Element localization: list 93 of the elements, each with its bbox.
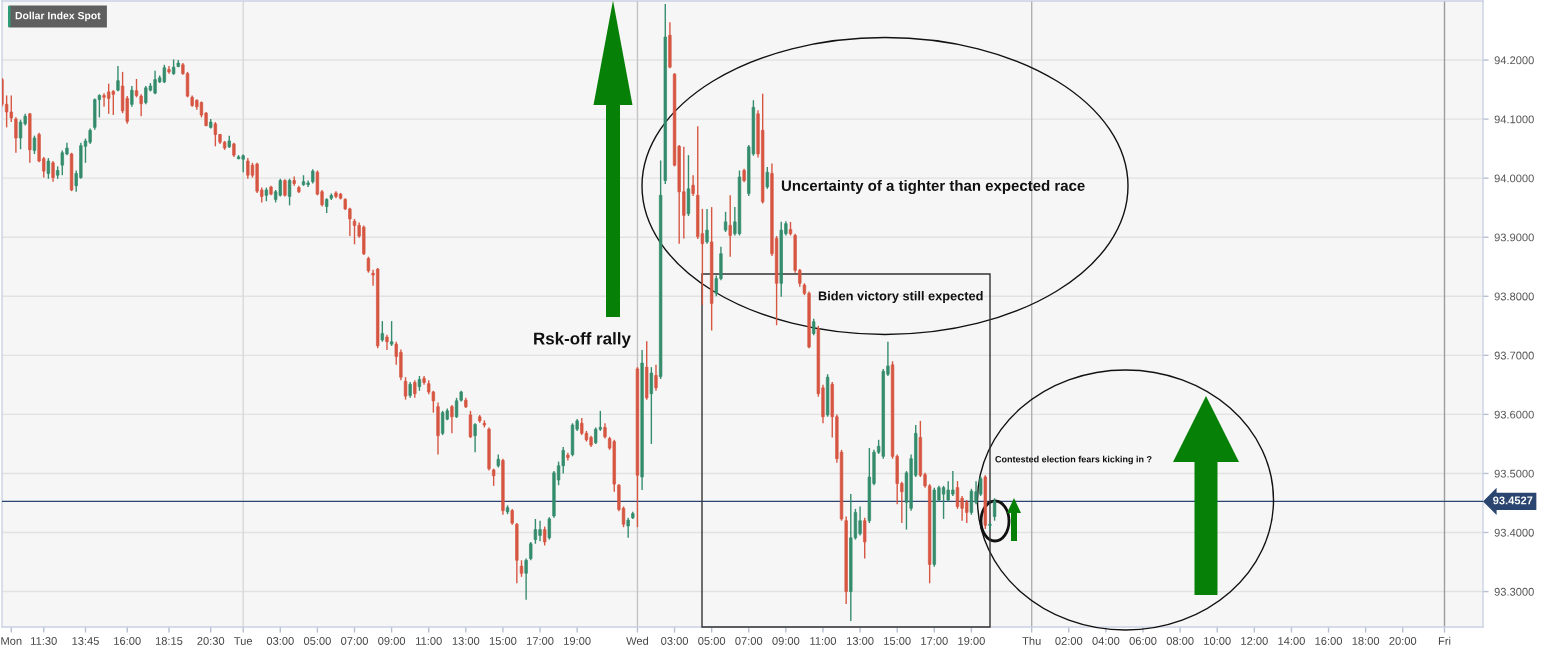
x-tick-label: Tue bbox=[234, 637, 253, 645]
candlestick bbox=[547, 516, 551, 541]
annotation: Contested election fears kicking in ? bbox=[995, 455, 1152, 465]
candlestick bbox=[51, 160, 55, 183]
candlestick bbox=[941, 485, 946, 520]
candlestick bbox=[389, 320, 394, 347]
x-tick-label: 16:00 bbox=[1315, 637, 1343, 645]
text: Dollar Index Spot bbox=[15, 11, 101, 22]
candlestick bbox=[649, 366, 654, 445]
x-tick-label: 05:00 bbox=[303, 637, 331, 645]
x-tick-label: 13:45 bbox=[72, 637, 99, 645]
candlestick bbox=[116, 65, 120, 93]
x-tick-label: Thu bbox=[1022, 636, 1041, 645]
y-tick-label: 93.8000 bbox=[1494, 292, 1534, 301]
x-tick-label: 18:00 bbox=[1352, 637, 1380, 645]
annotation: Biden victory still expected bbox=[818, 291, 983, 303]
candlestick bbox=[380, 320, 384, 343]
candlestick bbox=[213, 121, 218, 147]
candlestick bbox=[130, 85, 134, 108]
x-tick-label: Mon bbox=[1, 637, 22, 645]
candlestick bbox=[246, 157, 250, 180]
candlestick bbox=[403, 376, 408, 401]
candlestick bbox=[955, 480, 960, 510]
candlestick bbox=[139, 93, 143, 117]
x-tick-label: 15:00 bbox=[884, 637, 911, 645]
candlestick bbox=[728, 194, 732, 258]
candlestick bbox=[524, 557, 528, 601]
x-tick-label: 19:00 bbox=[564, 637, 591, 645]
y-tick-label: 93.5000 bbox=[1494, 469, 1534, 478]
candlestick bbox=[988, 522, 992, 531]
x-tick-label: 13:00 bbox=[847, 637, 874, 645]
y-tick-label: 93.7000 bbox=[1494, 351, 1534, 360]
x-tick-label: 03:00 bbox=[266, 637, 294, 645]
candlestick bbox=[440, 410, 445, 436]
x-tick-label: 02:00 bbox=[1055, 637, 1083, 645]
candlestick bbox=[352, 218, 357, 246]
x-tick-label: 19:00 bbox=[958, 637, 985, 645]
x-tick-label: 12:00 bbox=[1241, 637, 1268, 645]
candlestick bbox=[241, 153, 245, 173]
annotation: Rsk-off rally bbox=[534, 332, 631, 348]
x-tick-label: 15:00 bbox=[489, 637, 517, 645]
candlestick bbox=[863, 517, 867, 560]
x-tick-label: 09:00 bbox=[772, 637, 800, 645]
y-tick-label: 94.2000 bbox=[1494, 56, 1534, 65]
y-tick-label: 94.1000 bbox=[1494, 115, 1534, 124]
x-tick-label: 16:00 bbox=[114, 637, 141, 645]
x-tick-label: 10:00 bbox=[1204, 637, 1231, 645]
x-tick-label: 03:00 bbox=[661, 637, 689, 645]
candlestick bbox=[533, 518, 538, 545]
x-tick-label: 17:00 bbox=[526, 637, 554, 645]
candlestick bbox=[450, 404, 454, 434]
x-tick-label: 11:00 bbox=[416, 637, 442, 645]
x-tick-label: 06:00 bbox=[1129, 637, 1157, 645]
x-tick-label: 18:15 bbox=[155, 637, 183, 645]
candlestick bbox=[626, 517, 630, 539]
y-tick-label: 93.4000 bbox=[1494, 528, 1534, 537]
ref-line-label: 93.4527 bbox=[1493, 496, 1533, 505]
candlestick bbox=[543, 525, 547, 547]
x-tick-label: 07:00 bbox=[341, 637, 368, 645]
y-tick-label: 94.0000 bbox=[1494, 174, 1534, 183]
x-tick-label: 14:00 bbox=[1278, 637, 1305, 645]
candlestick bbox=[473, 422, 477, 453]
candlestick bbox=[144, 85, 148, 106]
x-tick-label: 17:00 bbox=[921, 637, 948, 645]
x-tick-label: 04:00 bbox=[1092, 637, 1120, 645]
candlestick bbox=[468, 410, 473, 439]
x-tick-label: 20:00 bbox=[1389, 637, 1417, 645]
y-tick-label: 93.6000 bbox=[1494, 410, 1534, 419]
y-tick-label: 93.9000 bbox=[1494, 233, 1534, 242]
candlestick bbox=[46, 157, 51, 180]
x-tick-label: 05:00 bbox=[698, 637, 726, 645]
x-tick-label: 13:00 bbox=[452, 637, 480, 645]
x-tick-label: 08:00 bbox=[1166, 637, 1194, 645]
candlestick bbox=[992, 497, 997, 522]
x-tick-label: 11:30 bbox=[31, 637, 57, 645]
candlestick bbox=[529, 541, 533, 561]
candlestick bbox=[969, 488, 974, 516]
candlestick bbox=[287, 178, 292, 207]
x-tick-label: 20:30 bbox=[197, 637, 225, 645]
x-tick-label: Fri bbox=[1438, 636, 1451, 645]
x-tick-label: 09:00 bbox=[378, 637, 406, 645]
candlestick bbox=[111, 89, 115, 116]
candlestick bbox=[32, 134, 37, 155]
candlestick bbox=[723, 211, 728, 233]
annotation: Uncertainty of a tighter than expected race bbox=[781, 179, 1085, 195]
x-tick-label: Wed bbox=[626, 636, 649, 645]
x-tick-label: 11:00 bbox=[810, 637, 837, 645]
candlestick bbox=[654, 364, 658, 392]
candlestick bbox=[705, 208, 709, 245]
y-tick-label: 93.3000 bbox=[1494, 587, 1534, 596]
candlestick bbox=[765, 166, 769, 190]
x-tick-label: 07:00 bbox=[735, 637, 763, 645]
candlestick bbox=[691, 174, 695, 197]
